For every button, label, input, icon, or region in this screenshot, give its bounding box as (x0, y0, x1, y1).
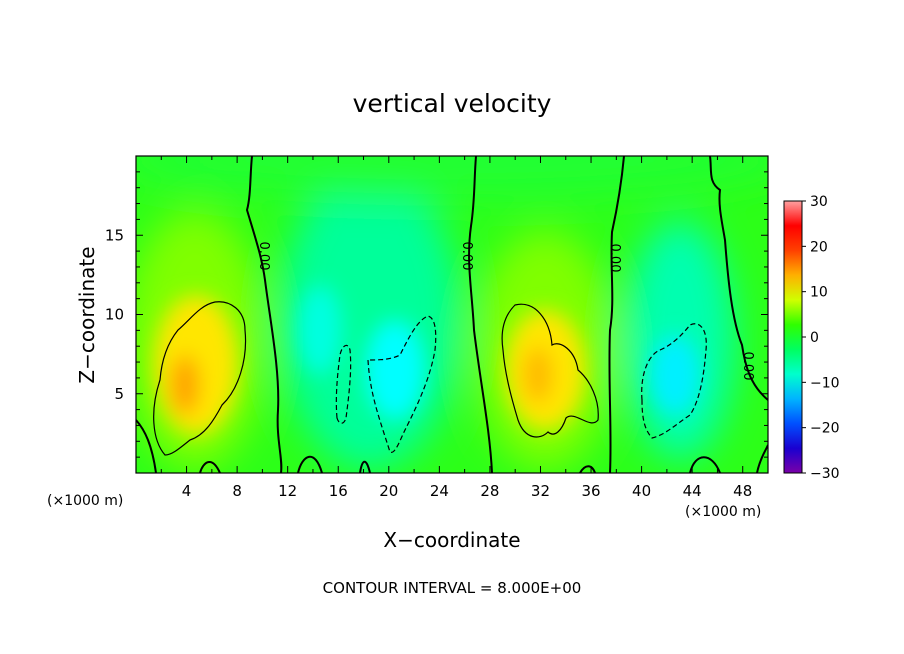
downdraft-core-right (650, 335, 700, 415)
contour-interval: CONTOUR INTERVAL = 8.000E+00 (323, 579, 582, 597)
heatmap-field (136, 156, 768, 473)
downdraft-core-mid (298, 285, 342, 375)
negative-contour-3 (641, 323, 707, 439)
y-tick-label: 10 (105, 306, 124, 324)
zero-contour-3 (608, 156, 625, 473)
zero-contour-8 (359, 460, 371, 473)
colorbar-tick-label: 20 (810, 239, 828, 255)
colorbar: 30 20 10 0 −10 −20 −30 (783, 194, 840, 482)
contour-lines (136, 156, 768, 473)
colorbar-tick-label: 10 (810, 285, 828, 301)
updraft-core-left (154, 295, 238, 435)
y-axis-label: Z−coordinate (75, 246, 99, 383)
zero-contour-7 (297, 455, 323, 473)
x-tick-label: 4 (182, 482, 192, 500)
x-unit-label-left: (×1000 m) (47, 493, 123, 509)
chart-title: vertical velocity (353, 89, 552, 118)
colorbar-tick-label: 0 (810, 330, 819, 346)
x-tick-label: 8 (232, 482, 242, 500)
x-tick-label: 32 (531, 482, 550, 500)
x-tick-label: 20 (379, 482, 398, 500)
zero-contour-label-1: 0.00 (256, 242, 271, 271)
x-tick-label: 44 (683, 482, 702, 500)
zero-contour-4 (709, 156, 768, 401)
y-axis-ticks: 5 10 15 (105, 171, 768, 458)
x-tick-label: 24 (430, 482, 449, 500)
zero-contour-label-4: 0.00 (740, 352, 755, 381)
zero-contour-9 (579, 465, 596, 473)
positive-contour-right (501, 303, 599, 438)
updraft-peak-right (524, 347, 552, 403)
x-tick-label: 48 (733, 482, 752, 500)
negative-contour-2 (367, 315, 437, 453)
positive-contour-left (153, 301, 247, 456)
zero-contour-11 (756, 444, 768, 473)
zero-contour-5 (136, 419, 157, 473)
x-unit-label-right: (×1000 m) (685, 504, 761, 520)
zero-contour-6 (199, 461, 221, 473)
colorbar-tick-label: −10 (810, 375, 840, 391)
colorbar-tick-label: 30 (810, 194, 828, 210)
colorbar-tick-label: −30 (810, 466, 840, 482)
updraft-peak-left (171, 355, 199, 415)
x-tick-label: 16 (329, 482, 348, 500)
colorbar-bar (783, 200, 803, 474)
top-band (136, 156, 768, 200)
zero-contour-label-3: 0.00 (607, 244, 622, 273)
downdraft-core-left (365, 320, 425, 420)
x-tick-label: 12 (278, 482, 297, 500)
negative-contour-1 (335, 344, 352, 424)
zero-contour-1 (245, 156, 283, 473)
zero-contour-2 (468, 156, 493, 473)
y-tick-label: 5 (114, 385, 124, 403)
x-axis-label: X−coordinate (383, 528, 520, 552)
x-axis-ticks: 4 8 12 16 20 24 28 32 36 40 44 48 (160, 156, 752, 500)
x-tick-label: 28 (480, 482, 499, 500)
x-tick-label: 40 (632, 482, 651, 500)
x-tick-label: 36 (581, 482, 600, 500)
colorbar-ticks: 30 20 10 0 −10 −20 −30 (802, 194, 840, 482)
y-tick-label: 15 (105, 226, 124, 244)
zero-contour-label-2: 0.00 (459, 242, 474, 271)
zero-contour-10 (689, 456, 721, 473)
colorbar-tick-label: −20 (810, 421, 840, 437)
contour-labels: 0.00 0.00 0.00 0.00 (256, 242, 755, 381)
